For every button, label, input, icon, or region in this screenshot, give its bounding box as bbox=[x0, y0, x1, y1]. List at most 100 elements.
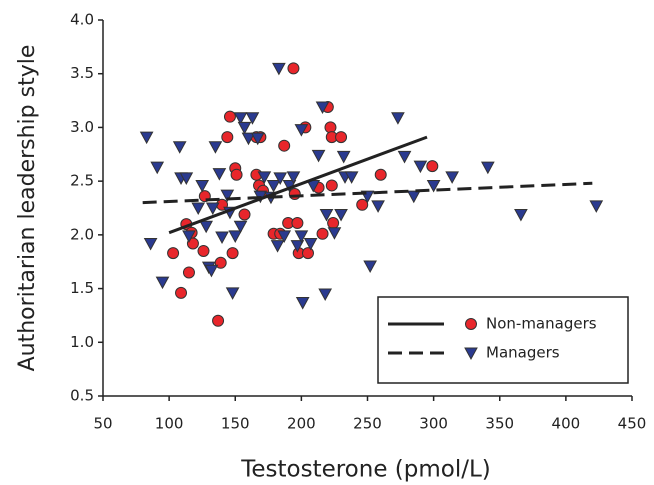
point bbox=[223, 110, 236, 123]
point bbox=[290, 240, 305, 253]
point bbox=[301, 247, 314, 260]
point bbox=[175, 286, 188, 299]
legend-marker bbox=[465, 318, 477, 330]
point bbox=[303, 237, 318, 251]
point bbox=[336, 150, 351, 164]
point bbox=[266, 179, 281, 193]
point bbox=[589, 200, 604, 213]
point bbox=[374, 168, 387, 181]
legend-box bbox=[377, 296, 629, 384]
point bbox=[172, 141, 187, 154]
point bbox=[334, 208, 348, 222]
point bbox=[241, 132, 256, 146]
point bbox=[291, 217, 304, 230]
legend-label: Managers bbox=[486, 344, 560, 362]
y-tick-label: 2.5 bbox=[70, 172, 94, 190]
point bbox=[270, 240, 285, 253]
point bbox=[295, 297, 310, 310]
point bbox=[445, 171, 459, 184]
point bbox=[315, 101, 330, 115]
x-tick-label: 200 bbox=[287, 415, 316, 433]
point bbox=[278, 139, 291, 152]
point bbox=[273, 172, 288, 185]
x-tick-label: 150 bbox=[221, 415, 250, 433]
y-tick-label: 1.5 bbox=[70, 279, 94, 297]
x-tick-label: 100 bbox=[155, 415, 184, 433]
point bbox=[316, 227, 329, 240]
point bbox=[195, 179, 210, 193]
point bbox=[413, 160, 428, 174]
point bbox=[481, 161, 495, 175]
x-tick-label: 250 bbox=[353, 415, 382, 433]
point bbox=[327, 217, 340, 230]
point bbox=[225, 287, 240, 300]
point bbox=[327, 227, 342, 240]
y-tick-label: 1.0 bbox=[70, 333, 94, 351]
point bbox=[406, 190, 421, 204]
point bbox=[139, 131, 154, 145]
point bbox=[344, 171, 359, 184]
point bbox=[318, 288, 333, 301]
point bbox=[426, 160, 439, 173]
x-tick-label: 400 bbox=[552, 415, 581, 433]
point bbox=[250, 132, 265, 146]
point bbox=[228, 230, 243, 243]
point bbox=[286, 171, 301, 184]
x-tick-label: 300 bbox=[419, 415, 448, 433]
point bbox=[191, 202, 206, 216]
x-tick-label: 450 bbox=[618, 415, 647, 433]
point bbox=[391, 112, 405, 125]
point bbox=[150, 161, 165, 175]
y-tick-label: 2.0 bbox=[70, 225, 94, 243]
point bbox=[294, 124, 309, 137]
point bbox=[214, 256, 227, 269]
y-tick-label: 3.5 bbox=[70, 64, 94, 82]
point bbox=[197, 244, 210, 257]
point bbox=[294, 230, 309, 243]
point bbox=[238, 208, 251, 221]
point bbox=[208, 141, 223, 154]
trend-line bbox=[168, 135, 428, 235]
point bbox=[277, 230, 292, 243]
point bbox=[143, 237, 158, 251]
point bbox=[221, 131, 234, 144]
point bbox=[397, 150, 412, 164]
point bbox=[356, 198, 369, 211]
point bbox=[335, 131, 348, 144]
y-tick-label: 4.0 bbox=[70, 11, 94, 29]
point bbox=[325, 179, 338, 192]
point bbox=[287, 62, 300, 75]
y-tick-label: 0.5 bbox=[70, 387, 94, 405]
point bbox=[215, 231, 229, 245]
point bbox=[233, 220, 248, 234]
y-tick-label: 3.0 bbox=[70, 118, 94, 136]
point bbox=[179, 172, 194, 185]
x-tick-label: 50 bbox=[93, 415, 112, 433]
legend-label: Non-managers bbox=[486, 315, 597, 333]
point bbox=[245, 112, 260, 125]
point bbox=[233, 112, 248, 125]
x-tick-label: 350 bbox=[485, 415, 514, 433]
point bbox=[426, 179, 441, 193]
point bbox=[363, 260, 377, 274]
point bbox=[288, 188, 301, 201]
point bbox=[257, 171, 272, 184]
point bbox=[167, 247, 180, 260]
point bbox=[371, 200, 385, 213]
point bbox=[199, 220, 213, 234]
trend-line bbox=[142, 181, 593, 205]
point bbox=[212, 168, 227, 181]
point bbox=[311, 149, 326, 163]
point bbox=[220, 189, 235, 203]
point bbox=[272, 62, 286, 76]
point bbox=[212, 314, 225, 327]
point bbox=[226, 247, 239, 260]
point bbox=[230, 168, 243, 181]
point bbox=[182, 230, 196, 243]
legend-marker bbox=[464, 347, 478, 361]
point bbox=[514, 208, 528, 222]
point bbox=[319, 208, 334, 222]
point bbox=[205, 202, 220, 216]
x-axis-label: Testosterone (pmol/L) bbox=[240, 457, 491, 483]
